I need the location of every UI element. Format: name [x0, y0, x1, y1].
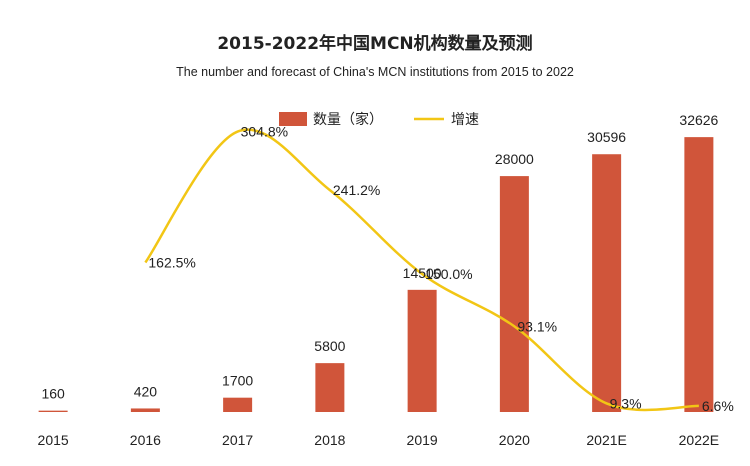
bar-data-labels: 160 420 1700 5800 14500 28000 30596 32626 — [41, 112, 718, 402]
legend-bar-label: 数量（家） — [313, 111, 383, 128]
legend-line-label: 增速 — [451, 112, 479, 128]
line-value-label: 93.1% — [517, 318, 557, 334]
line-value-label: 304.8% — [241, 124, 288, 140]
chart-subtitle: The number and forecast of China's MCN i… — [176, 65, 574, 79]
bar-series — [38, 137, 714, 412]
chart-title: 2015-2022年中国MCN机构数量及预测 — [217, 33, 532, 54]
bar-value-label: 160 — [41, 386, 65, 402]
legend-bar-swatch — [279, 112, 307, 126]
x-tick-label: 2022E — [679, 432, 719, 448]
bar-value-label: 30596 — [587, 129, 626, 145]
line-value-label: 162.5% — [148, 255, 195, 271]
bar — [223, 397, 253, 412]
growth-rate-line — [144, 128, 699, 412]
bar-value-label: 32626 — [679, 112, 718, 128]
bar — [592, 154, 622, 412]
legend: 数量（家） 增速 — [279, 111, 479, 128]
bar — [407, 289, 437, 412]
x-tick-label: 2021E — [586, 432, 626, 448]
x-tick-label: 2016 — [130, 432, 161, 448]
x-axis-ticks: 2015 2016 2017 2018 2019 2020 2021E 2022E — [38, 432, 720, 448]
bar-value-label: 420 — [134, 383, 158, 399]
line-series — [144, 128, 699, 412]
bar — [499, 176, 529, 412]
line-value-label: 6.6% — [702, 398, 734, 414]
line-value-label: 9.3% — [610, 395, 642, 411]
bar-value-label: 14500 — [403, 265, 442, 281]
bar — [315, 363, 345, 412]
bar — [130, 408, 160, 412]
x-tick-label: 2017 — [222, 432, 253, 448]
line-value-label: 241.2% — [333, 182, 380, 198]
bar — [38, 410, 68, 412]
line-value-label: 150.0% — [425, 266, 472, 282]
bar-value-label: 28000 — [495, 151, 534, 167]
bar-value-label: 5800 — [314, 338, 345, 354]
x-tick-label: 2015 — [38, 432, 69, 448]
x-tick-label: 2019 — [407, 432, 438, 448]
bar-value-label: 1700 — [222, 373, 253, 389]
x-tick-label: 2018 — [314, 432, 345, 448]
x-tick-label: 2020 — [499, 432, 530, 448]
line-data-labels: 162.5% 304.8% 241.2% 150.0% 93.1% 9.3% 6.6% — [148, 124, 733, 414]
bar — [684, 137, 714, 412]
